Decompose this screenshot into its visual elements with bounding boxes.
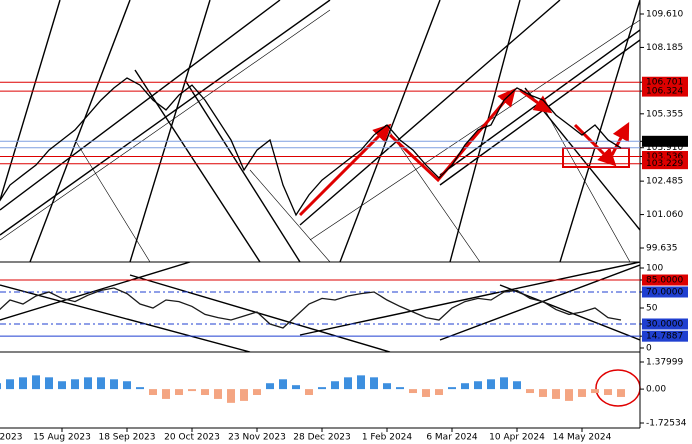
y-tick-label: 1.37999	[646, 357, 683, 367]
x-tick-label: 14 May 2024	[553, 433, 612, 443]
tick-label-box	[642, 150, 688, 162]
histogram-bar	[45, 377, 53, 390]
y-tick-label: 0	[646, 344, 652, 354]
histogram-bar	[474, 381, 482, 390]
histogram-bar	[396, 387, 404, 390]
tick-label-box	[642, 76, 688, 88]
y-tick-label: 14.7887	[646, 332, 683, 342]
x-tick-label: 18 Sep 2023	[98, 433, 155, 443]
histogram-bar	[110, 379, 118, 390]
y-tick-label: 70.0000	[646, 288, 683, 298]
histogram-bar	[162, 389, 170, 399]
x-tick-label: 28 Dec 2023	[293, 433, 351, 443]
tick-label-box	[642, 330, 688, 342]
y-tick-label: 105.355	[646, 109, 683, 119]
y-tick-label: 108.185	[646, 43, 683, 53]
x-tick-label: 1 Feb 2024	[362, 433, 413, 443]
histogram-bar	[149, 389, 157, 395]
histogram-bar	[6, 379, 14, 390]
frame	[0, 0, 641, 429]
x-tick-label: 6 Mar 2024	[426, 433, 478, 443]
tick-label-box	[642, 135, 688, 147]
histogram-bar	[84, 377, 92, 390]
x-tick-label: 23 Nov 2023	[228, 433, 286, 443]
histogram-bar	[331, 381, 339, 390]
y-tick-label: 104.183	[646, 137, 683, 147]
histogram-bar	[32, 375, 40, 390]
histogram-bar	[305, 389, 313, 395]
histogram-bar	[604, 389, 612, 395]
histogram-bar	[617, 389, 625, 397]
y-tick-label: 103.229	[646, 159, 683, 169]
histogram-bar	[227, 389, 235, 403]
histogram-bar	[344, 377, 352, 390]
tick-label-box	[642, 158, 688, 170]
tick-label-box	[642, 85, 688, 97]
histogram-bar	[201, 389, 209, 395]
histogram-bar	[292, 385, 300, 390]
channel-lines	[0, 9, 640, 262]
x-tick-label: 2023	[0, 433, 22, 443]
histogram-bar	[578, 389, 586, 397]
y-tick-label: -1.72534	[646, 418, 687, 428]
histogram-bar	[383, 383, 391, 390]
y-tick-label: 99.635	[646, 243, 678, 253]
y-tick-label: 100	[646, 264, 663, 274]
histogram-bar	[565, 389, 573, 401]
histogram-bar	[19, 377, 27, 390]
tick-label-box	[642, 318, 688, 330]
y-tick-label: 106.324	[646, 87, 683, 97]
price-line	[0, 287, 622, 329]
histogram-bar	[0, 383, 1, 390]
annotation-arrows	[298, 88, 641, 407]
trend-lines	[0, 0, 640, 262]
y-tick-label: 106.701	[646, 78, 683, 88]
histogram-bar	[500, 377, 508, 390]
histogram-bar	[552, 389, 560, 399]
y-tick-label: 0.00	[646, 385, 666, 395]
histogram-bar	[58, 381, 66, 390]
histogram-bar	[214, 389, 222, 399]
histogram-bar	[539, 389, 547, 397]
y-tick-label: 103.910	[646, 143, 683, 153]
histogram-bar	[422, 389, 430, 397]
x-tick-label: 20 Oct 2023	[164, 433, 220, 443]
x-tick-label: 15 Aug 2023	[33, 433, 91, 443]
histogram-bar	[240, 389, 248, 401]
histogram-bar	[175, 389, 183, 395]
y-tick-label: 85.0000	[646, 276, 683, 286]
histogram-bar	[136, 387, 144, 390]
histogram-bar	[123, 381, 131, 390]
histogram-bar	[370, 377, 378, 390]
histogram-bar	[253, 389, 261, 395]
y-tick-label: 102.485	[646, 177, 683, 187]
rsi-trend-lines	[0, 262, 640, 352]
x-tick-label: 10 Apr 2024	[489, 433, 545, 443]
tick-label-box	[642, 286, 688, 298]
histogram-bar	[487, 379, 495, 390]
histogram-bar	[71, 379, 79, 390]
histogram-bar	[266, 383, 274, 390]
histogram-bar	[461, 383, 469, 390]
histogram-bar	[591, 389, 599, 394]
histogram-bar	[97, 377, 105, 390]
y-tick-label: 30.0000	[646, 320, 683, 330]
price-line	[0, 77, 622, 217]
histogram-bar	[435, 389, 443, 395]
histogram-bar	[526, 389, 534, 394]
tick-label-box	[642, 274, 688, 286]
y-tick-label: 103.536	[646, 152, 683, 162]
y-tick-label: 109.610	[646, 10, 683, 20]
histogram-bar	[448, 387, 456, 390]
histogram-bar	[188, 389, 196, 392]
histogram-bar	[513, 381, 521, 390]
histogram-bar	[279, 379, 287, 390]
y-tick-label: 101.060	[646, 210, 683, 220]
y-tick-label: 50	[646, 304, 658, 314]
histogram-bar	[318, 387, 326, 390]
histogram-bar	[409, 389, 417, 394]
histogram-bar	[357, 375, 365, 390]
